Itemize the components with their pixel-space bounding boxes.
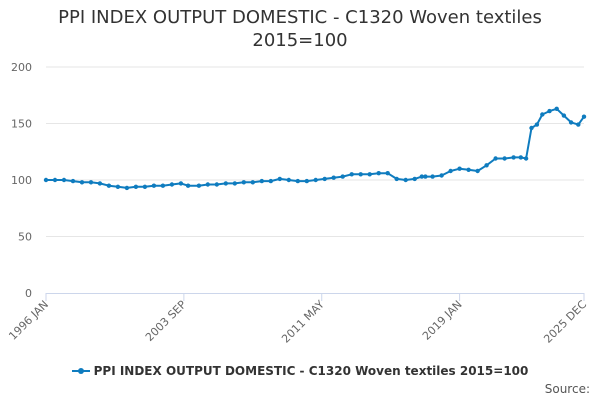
legend[interactable]: PPI INDEX OUTPUT DOMESTIC - C1320 Woven … (0, 364, 600, 378)
x-axis-ticks: 1996 JAN 2003 SEP 2011 MAY 2019 JAN 2025 DEC (6, 293, 589, 346)
data-point[interactable] (385, 171, 390, 176)
data-point[interactable] (340, 174, 345, 179)
x-tick-label: 2019 JAN (420, 298, 465, 343)
data-point[interactable] (61, 177, 67, 183)
data-point[interactable] (43, 177, 49, 183)
data-point[interactable] (223, 181, 228, 186)
y-tick-label: 50 (18, 231, 32, 244)
data-point[interactable] (178, 181, 184, 186)
chart-title: PPI INDEX OUTPUT DOMESTIC - C1320 Woven … (0, 6, 600, 52)
data-point[interactable] (439, 173, 444, 178)
x-tick-label: 2025 DEC (541, 298, 589, 346)
data-point[interactable] (214, 182, 219, 187)
data-point[interactable] (286, 177, 291, 183)
data-point[interactable] (581, 114, 587, 119)
data-point[interactable] (554, 106, 559, 112)
data-point[interactable] (259, 178, 264, 184)
data-point[interactable] (529, 125, 534, 131)
y-tick-label: 100 (11, 174, 32, 187)
data-point[interactable] (484, 163, 489, 168)
data-point[interactable] (185, 183, 191, 188)
data-point[interactable] (133, 184, 139, 189)
data-point[interactable] (295, 178, 300, 184)
chart-title-line-1: PPI INDEX OUTPUT DOMESTIC - C1320 Woven … (58, 7, 542, 28)
data-point[interactable] (448, 168, 453, 174)
data-point[interactable] (493, 156, 498, 161)
legend-label: PPI INDEX OUTPUT DOMESTIC - C1320 Woven … (93, 364, 529, 378)
data-point[interactable] (412, 176, 417, 182)
data-point[interactable] (540, 112, 545, 117)
data-point[interactable] (196, 183, 202, 188)
data-point[interactable] (331, 175, 336, 180)
data-point[interactable] (124, 185, 130, 191)
chart-title-line-2: 2015=100 (252, 30, 348, 51)
data-point[interactable] (466, 167, 471, 172)
y-tick-label: 0 (25, 287, 32, 300)
data-point[interactable] (358, 172, 363, 177)
data-point[interactable] (475, 168, 480, 174)
data-point[interactable] (502, 156, 507, 161)
data-point[interactable] (534, 122, 540, 127)
data-point[interactable] (419, 174, 424, 179)
data-point[interactable] (511, 155, 516, 160)
data-point[interactable] (250, 180, 255, 185)
data-point[interactable] (430, 174, 435, 179)
y-tick-label: 150 (11, 118, 32, 131)
data-point[interactable] (232, 181, 237, 186)
data-point[interactable] (376, 171, 381, 176)
series-group (43, 106, 587, 191)
data-point[interactable] (518, 155, 523, 160)
data-point[interactable] (268, 178, 273, 184)
data-point[interactable] (52, 177, 58, 183)
data-point[interactable] (367, 172, 372, 177)
data-point[interactable] (241, 180, 246, 185)
data-point[interactable] (70, 178, 76, 184)
data-point[interactable] (106, 183, 112, 188)
data-point[interactable] (277, 176, 282, 182)
data-point[interactable] (97, 181, 103, 186)
data-point[interactable] (160, 183, 166, 188)
data-point[interactable] (576, 122, 581, 127)
data-point[interactable] (561, 113, 567, 118)
legend-line-icon (71, 365, 90, 377)
gridlines (46, 66, 584, 237)
data-point[interactable] (304, 178, 309, 184)
data-point[interactable] (142, 184, 148, 189)
data-point[interactable] (394, 176, 399, 182)
data-point[interactable] (88, 180, 94, 185)
data-point[interactable] (322, 176, 327, 182)
x-tick-label: 2011 MAY (279, 298, 327, 346)
x-tick-label: 1996 JAN (6, 298, 51, 343)
data-point[interactable] (313, 177, 318, 183)
data-point[interactable] (403, 177, 408, 183)
data-point[interactable] (423, 174, 428, 179)
data-point[interactable] (205, 182, 210, 187)
data-point[interactable] (568, 120, 574, 125)
data-point[interactable] (523, 156, 529, 161)
source-credit[interactable]: Source: (544, 382, 590, 396)
data-point[interactable] (349, 172, 354, 177)
data-point[interactable] (457, 166, 462, 171)
y-axis-tick-labels: 0 50 100 150 200 (11, 61, 32, 300)
x-tick-label: 2003 SEP (143, 298, 189, 344)
data-point[interactable] (547, 108, 552, 114)
y-tick-label: 200 (11, 61, 32, 74)
data-point[interactable] (79, 180, 85, 185)
data-point[interactable] (169, 182, 175, 187)
data-point[interactable] (151, 183, 157, 188)
series-line[interactable] (46, 107, 585, 189)
data-point[interactable] (115, 184, 121, 189)
